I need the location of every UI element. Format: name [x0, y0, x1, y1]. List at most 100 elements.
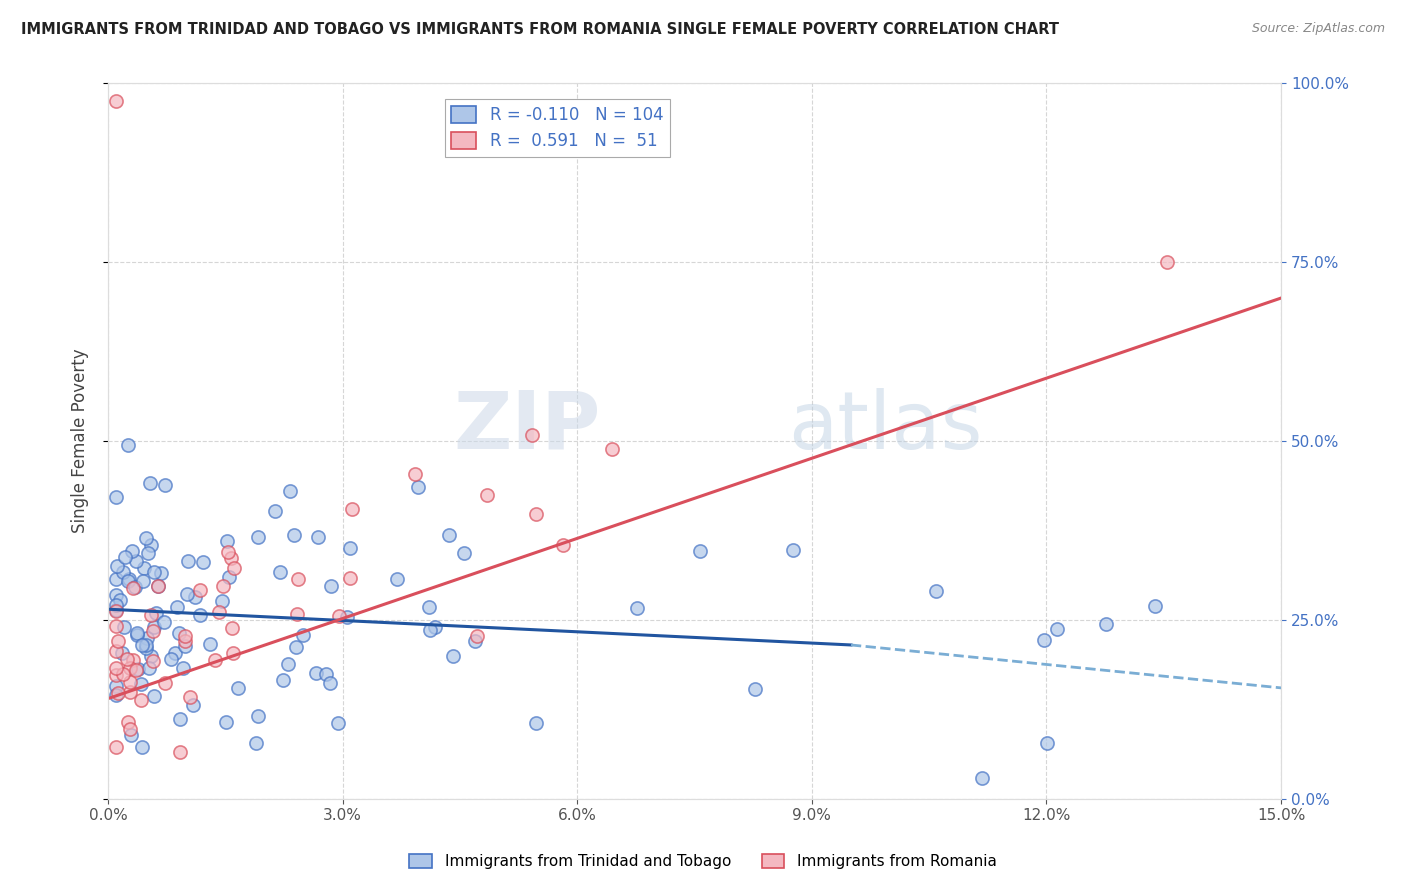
- Point: [150, 566, 173, 580]
- Point: [305, 666, 328, 681]
- Point: [104, 644, 127, 658]
- Point: [125, 625, 148, 640]
- Point: [118, 685, 141, 699]
- Point: [184, 590, 207, 604]
- Point: [173, 629, 195, 643]
- Point: [1094, 616, 1116, 631]
- Point: [315, 667, 337, 681]
- Point: [222, 646, 245, 660]
- Point: [475, 488, 498, 502]
- Point: [112, 667, 135, 681]
- Point: [118, 572, 141, 586]
- Point: [131, 739, 153, 754]
- Point: [208, 605, 231, 619]
- Point: [339, 571, 361, 585]
- Point: [271, 673, 294, 687]
- Point: [226, 681, 249, 695]
- Point: [111, 565, 134, 579]
- Point: [104, 679, 127, 693]
- Point: [467, 629, 489, 643]
- Text: IMMIGRANTS FROM TRINIDAD AND TOBAGO VS IMMIGRANTS FROM ROMANIA SINGLE FEMALE POV: IMMIGRANTS FROM TRINIDAD AND TOBAGO VS I…: [21, 22, 1059, 37]
- Point: [136, 546, 159, 560]
- Point: [132, 561, 155, 575]
- Point: [104, 490, 127, 504]
- Point: [319, 579, 342, 593]
- Point: [104, 603, 127, 617]
- Point: [283, 527, 305, 541]
- Point: [139, 608, 162, 623]
- Point: [135, 641, 157, 656]
- Point: [127, 628, 149, 642]
- Point: [219, 551, 242, 566]
- Point: [284, 640, 307, 654]
- Point: [1156, 255, 1178, 269]
- Point: [166, 600, 188, 615]
- Y-axis label: Single Female Poverty: Single Female Poverty: [72, 349, 89, 533]
- Point: [247, 708, 270, 723]
- Point: [110, 593, 132, 607]
- Point: [177, 554, 200, 568]
- Point: [107, 686, 129, 700]
- Text: atlas: atlas: [789, 388, 983, 466]
- Point: [117, 715, 139, 730]
- Point: [104, 740, 127, 755]
- Point: [524, 716, 547, 731]
- Point: [105, 558, 128, 573]
- Point: [131, 638, 153, 652]
- Point: [142, 654, 165, 668]
- Point: [104, 619, 127, 633]
- Point: [277, 657, 299, 671]
- Point: [118, 722, 141, 736]
- Point: [222, 561, 245, 575]
- Point: [204, 653, 226, 667]
- Point: [121, 653, 143, 667]
- Point: [217, 533, 239, 548]
- Point: [782, 542, 804, 557]
- Point: [464, 633, 486, 648]
- Point: [278, 484, 301, 499]
- Point: [135, 638, 157, 652]
- Point: [441, 648, 464, 663]
- Point: [215, 715, 238, 730]
- Point: [419, 623, 441, 637]
- Legend: Immigrants from Trinidad and Tobago, Immigrants from Romania: Immigrants from Trinidad and Tobago, Imm…: [404, 848, 1002, 875]
- Point: [520, 428, 543, 442]
- Point: [143, 620, 166, 634]
- Point: [173, 633, 195, 648]
- Point: [169, 745, 191, 759]
- Point: [198, 637, 221, 651]
- Legend: R = -0.110   N = 104, R =  0.591   N =  51: R = -0.110 N = 104, R = 0.591 N = 51: [444, 99, 671, 157]
- Point: [104, 667, 127, 681]
- Point: [120, 674, 142, 689]
- Text: Source: ZipAtlas.com: Source: ZipAtlas.com: [1251, 22, 1385, 36]
- Point: [121, 544, 143, 558]
- Point: [163, 646, 186, 660]
- Point: [247, 530, 270, 544]
- Point: [125, 663, 148, 677]
- Point: [135, 532, 157, 546]
- Point: [221, 621, 243, 635]
- Point: [211, 579, 233, 593]
- Point: [141, 648, 163, 663]
- Point: [169, 712, 191, 726]
- Point: [744, 681, 766, 696]
- Point: [107, 634, 129, 648]
- Point: [114, 549, 136, 564]
- Point: [553, 538, 575, 552]
- Point: [104, 95, 127, 109]
- Point: [925, 584, 948, 599]
- Point: [143, 689, 166, 703]
- Point: [425, 620, 447, 634]
- Point: [146, 579, 169, 593]
- Point: [319, 676, 342, 690]
- Point: [167, 626, 190, 640]
- Point: [136, 631, 159, 645]
- Point: [264, 504, 287, 518]
- Point: [122, 581, 145, 595]
- Point: [418, 599, 440, 614]
- Point: [176, 587, 198, 601]
- Point: [160, 652, 183, 666]
- Point: [139, 475, 162, 490]
- Point: [328, 608, 350, 623]
- Point: [104, 604, 127, 618]
